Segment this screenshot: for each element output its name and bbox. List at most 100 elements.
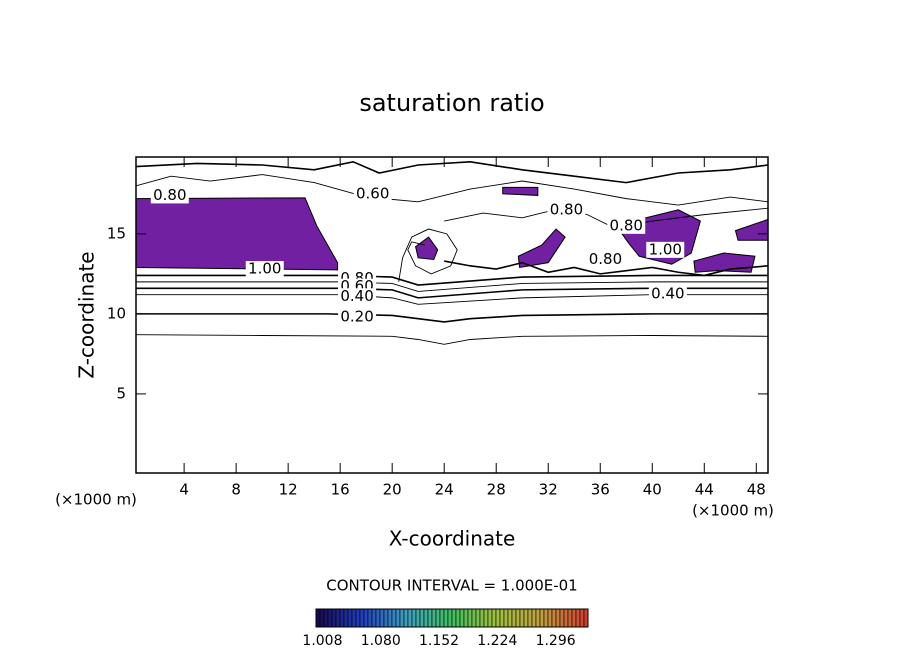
colorbar-cell: [535, 608, 541, 628]
contour-label: 0.80: [153, 186, 186, 204]
y-tick-label: 10: [107, 304, 126, 322]
saturated-region: [693, 252, 756, 273]
contour-label-bg: [547, 201, 586, 218]
colorbar-cell: [367, 608, 373, 628]
contour-line: [444, 207, 768, 228]
colorbar-cell: [371, 608, 377, 628]
colorbar-cell: [451, 608, 457, 628]
colorbar-cell: [547, 608, 553, 628]
colorbar-cell: [571, 608, 577, 628]
colorbar-cell: [443, 608, 449, 628]
x-axis-label: X-coordinate: [389, 527, 516, 551]
colorbar-cell: [459, 608, 465, 628]
colorbar-cell: [583, 608, 589, 628]
colorbar-cell: [403, 608, 409, 628]
contour-interval: CONTOUR INTERVAL = 1.000E-01: [326, 577, 577, 595]
colorbar-cell: [447, 608, 453, 628]
contour-label: 0.60: [356, 184, 389, 202]
colorbar-cell: [467, 608, 473, 628]
y-unit-label: (×1000 m): [55, 491, 137, 509]
colorbar-cell: [483, 608, 489, 628]
x-tick-label: 48: [747, 481, 766, 499]
colorbar-cell: [551, 608, 557, 628]
colorbar-cell: [411, 608, 417, 628]
colorbar-frame: [315, 608, 589, 628]
colorbar-cell: [391, 608, 397, 628]
x-tick-label: 32: [539, 481, 558, 499]
contour-label-bg: [353, 185, 392, 202]
contour-label-bg: [245, 261, 284, 278]
colorbar-cell: [471, 608, 477, 628]
y-axis-label: Z-coordinate: [75, 251, 99, 378]
colorbar-cell: [419, 608, 425, 628]
colorbar-cell: [407, 608, 413, 628]
colorbar-tick-label: 1.152: [419, 633, 459, 649]
colorbar-cell: [539, 608, 545, 628]
x-tick-label: 28: [487, 481, 506, 499]
contour-label-bg: [607, 217, 646, 234]
colorbar-cell: [431, 608, 437, 628]
saturated-region: [502, 186, 539, 196]
colorbar-cell: [327, 608, 333, 628]
contour-label: 1.00: [248, 260, 281, 278]
colorbar-cell: [319, 608, 325, 628]
colorbar-cell: [439, 608, 445, 628]
saturated-region: [517, 228, 566, 269]
y-tick-label: 15: [107, 224, 126, 242]
colorbar-tick-label: 1.224: [477, 633, 517, 649]
x-unit-label: (×1000 m): [692, 502, 774, 520]
colorbar-cell: [527, 608, 533, 628]
colorbar-cell: [435, 608, 441, 628]
colorbar-cell: [399, 608, 405, 628]
contour-line: [136, 160, 768, 184]
colorbar-cell: [427, 608, 433, 628]
plot-area: 0.80 0.600.800.801.001.000.800.600.400.20…: [136, 160, 768, 345]
colorbar-cell: [523, 608, 529, 628]
colorbar-cell: [559, 608, 565, 628]
colorbar-cell: [495, 608, 501, 628]
contour-label: 0.80: [589, 250, 622, 268]
contour-label-bg: [586, 251, 625, 268]
colorbar-cell: [511, 608, 517, 628]
colorbar-cell: [463, 608, 469, 628]
colorbar-tick-label: 1.008: [302, 633, 342, 649]
contour-label: 0.20: [340, 308, 373, 326]
saturated-region: [734, 218, 768, 241]
contour-line: [444, 260, 768, 277]
colorbar-cell: [363, 608, 369, 628]
x-tick-label: 4: [179, 481, 189, 499]
colorbar-cell: [395, 608, 401, 628]
colorbar-cell: [555, 608, 561, 628]
colorbar-cell: [423, 608, 429, 628]
colorbar-cell: [315, 608, 321, 628]
y-tick-label: 5: [116, 384, 126, 402]
x-tick-label: 8: [231, 481, 241, 499]
colorbar-cell: [379, 608, 385, 628]
colorbar-cell: [579, 608, 585, 628]
colorbar-cell: [455, 608, 461, 628]
colorbar-cell: [375, 608, 381, 628]
colorbar-cell: [519, 608, 525, 628]
contour-label: 0.80: [610, 216, 643, 234]
colorbar-cell: [491, 608, 497, 628]
colorbar-cell: [515, 608, 521, 628]
colorbar-cell: [359, 608, 365, 628]
x-tick-label: 24: [435, 481, 454, 499]
colorbar-cell: [479, 608, 485, 628]
contour-label: 0.40: [340, 287, 373, 305]
colorbar-cell: [347, 608, 353, 628]
x-tick-label: 20: [383, 481, 402, 499]
contour-line: [136, 313, 768, 323]
colorbar-cell: [499, 608, 505, 628]
colorbar-cell: [503, 608, 509, 628]
colorbar-cell: [415, 608, 421, 628]
colorbar-cell: [531, 608, 537, 628]
plot-frame: [135, 156, 769, 474]
colorbar-cell: [355, 608, 361, 628]
x-tick-label: 44: [695, 481, 714, 499]
contour-label-bg: [150, 187, 189, 204]
contour-label: 1.00: [649, 240, 682, 258]
colorbar-cell: [475, 608, 481, 628]
